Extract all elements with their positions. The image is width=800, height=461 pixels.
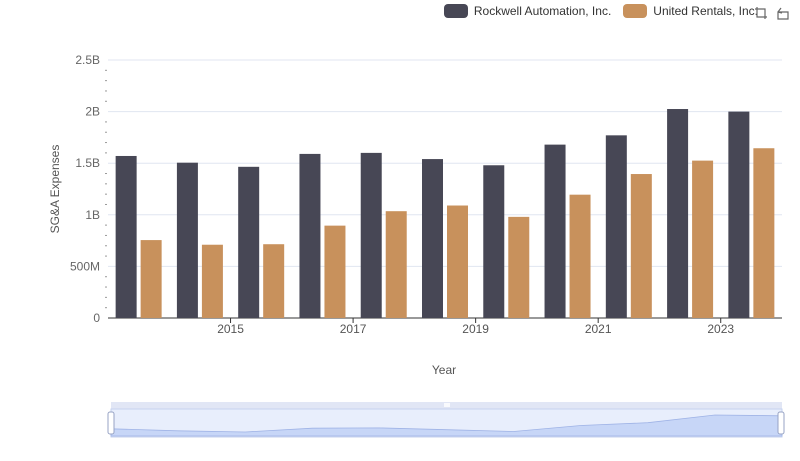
legend-swatch-united-rentals (623, 4, 648, 18)
y-tick-label: 2.5B (75, 53, 100, 67)
y-tick-label: 1.5B (75, 156, 100, 170)
legend-swatch-rockwell (443, 4, 468, 18)
bar-united-rentals-2015[interactable] (201, 244, 223, 318)
bar-rockwell-2014[interactable] (115, 155, 137, 318)
bar-united-rentals-2014[interactable] (140, 240, 162, 318)
slider-handle-right[interactable] (777, 411, 785, 435)
bar-rockwell-2019[interactable] (422, 159, 443, 318)
bar-rockwell-2023[interactable] (667, 109, 689, 319)
bar-rockwell-2015[interactable] (176, 162, 198, 318)
y-tick-label: 2B (85, 105, 100, 119)
x-tick-label: 2015 (217, 322, 244, 336)
bar-rockwell-2024[interactable] (728, 111, 750, 318)
legend-label-rockwell: Rockwell Automation, Inc. (473, 4, 612, 18)
slider-preview-area (110, 414, 783, 437)
x-axis-ticks: 2015 2017 2019 2021 2023 (217, 318, 734, 336)
legend-item-rockwell[interactable]: Rockwell Automation, Inc. (443, 4, 612, 18)
x-tick-label: 2021 (585, 322, 612, 336)
bar-united-rentals-2022[interactable] (630, 174, 652, 318)
slider-grip[interactable] (444, 403, 450, 407)
bar-united-rentals-2020[interactable] (508, 216, 530, 318)
bar-united-rentals-2018[interactable] (385, 211, 407, 318)
bar-rockwell-2022[interactable] (605, 135, 627, 318)
x-axis-title: Year (432, 363, 456, 377)
y-axis-minor-ticks (105, 69, 107, 309)
legend-label-united-rentals: United Rentals, Inc. (653, 4, 758, 18)
zoom-icon[interactable] (754, 6, 768, 20)
bar-united-rentals-2019[interactable] (447, 205, 468, 318)
bar-united-rentals-2016[interactable] (263, 244, 285, 318)
bar-united-rentals-2021[interactable] (569, 194, 591, 318)
y-axis-ticks: 0 500M 1B 1.5B 2B 2.5B (70, 53, 100, 325)
y-tick-label: 1B (85, 208, 100, 222)
bar-united-rentals-2024[interactable] (753, 148, 775, 318)
bar-rockwell-2017[interactable] (299, 153, 321, 318)
restore-icon[interactable] (776, 6, 790, 20)
bar-rockwell-2021[interactable] (544, 144, 566, 318)
y-tick-label: 0 (93, 311, 100, 325)
y-axis-title: SG&A Expenses (48, 145, 62, 234)
data-zoom-slider[interactable] (107, 402, 785, 438)
bar-rockwell-2016[interactable] (238, 166, 260, 318)
bar-united-rentals-2017[interactable] (324, 225, 346, 318)
y-tick-label: 500M (70, 259, 100, 273)
slider-handle-left[interactable] (107, 411, 115, 435)
bar-rockwell-2020[interactable] (483, 165, 505, 318)
x-tick-label: 2019 (462, 322, 489, 336)
bars (115, 109, 775, 319)
toolbox (754, 6, 790, 20)
x-tick-label: 2023 (707, 322, 734, 336)
bar-united-rentals-2023[interactable] (692, 160, 714, 318)
x-tick-label: 2017 (340, 322, 367, 336)
legend: Rockwell Automation, Inc. United Rentals… (443, 4, 758, 18)
bar-rockwell-2018[interactable] (360, 152, 382, 318)
legend-item-united-rentals[interactable]: United Rentals, Inc. (623, 4, 758, 18)
